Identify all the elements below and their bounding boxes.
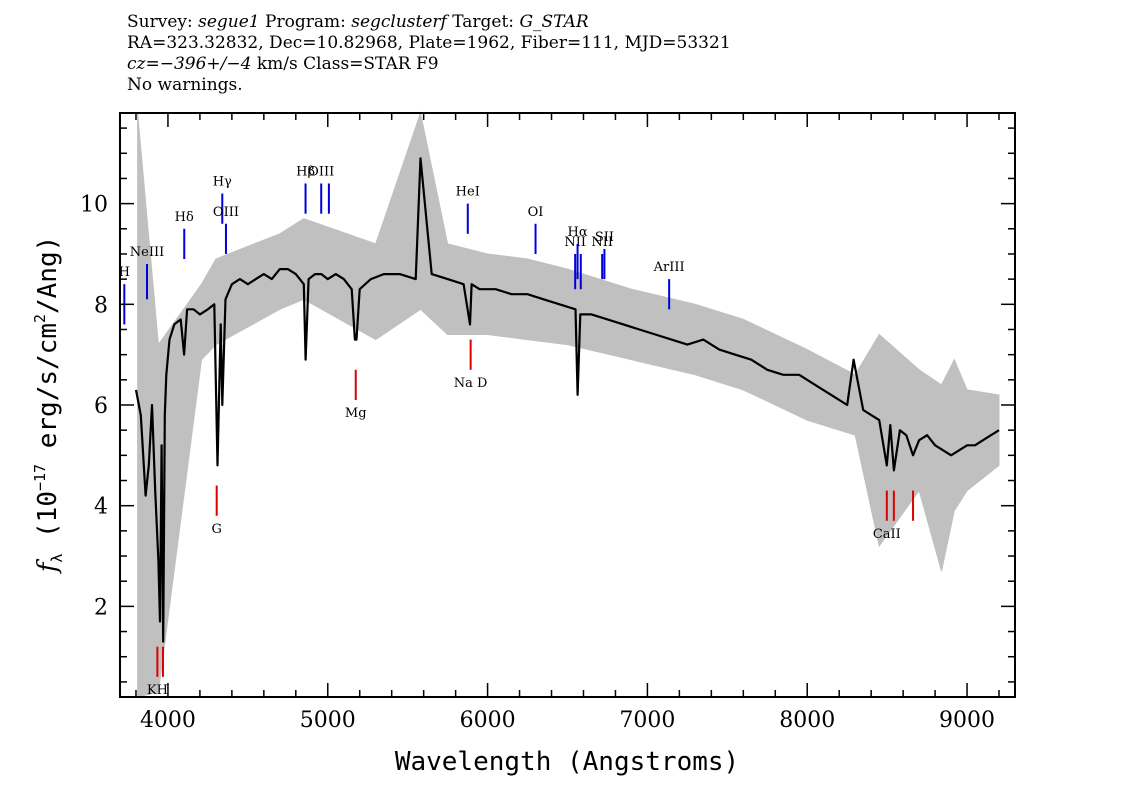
line-label: Hγ — [213, 175, 232, 190]
x-tick-label: 6000 — [460, 708, 516, 733]
line-label: OIII — [308, 164, 334, 179]
x-tick-label: 4000 — [140, 708, 196, 733]
header-line-coords: RA=323.32832, Dec=10.82968, Plate=1962, … — [127, 33, 731, 53]
line-label: HeI — [456, 185, 480, 200]
line-label: NII — [564, 235, 586, 250]
survey-key: Survey: — [127, 12, 193, 32]
y-tick-label: 6 — [94, 394, 108, 419]
spectral-line-markers: HNeIIIHδHγOIIIHβOIIIHeIOINIIHαNIISIIArII… — [119, 164, 915, 698]
flux-series — [134, 157, 1000, 643]
header-line-survey: Survey: segue1 Program: segclusterf Targ… — [127, 12, 731, 33]
target-value: G_STAR — [519, 12, 589, 32]
line-label: NII — [591, 235, 613, 250]
header-line-warnings: No warnings. — [127, 75, 243, 95]
redshift-value: cz=−396+/−4 — [127, 54, 252, 74]
program-key: Program: — [265, 12, 346, 32]
line-label: Hδ — [175, 210, 194, 225]
line-label: NeIII — [130, 245, 164, 260]
line-label: Hβ — [296, 164, 315, 179]
y-tick-label: 4 — [94, 495, 108, 520]
survey-value: segue1 — [198, 12, 260, 32]
line-label: Na D — [454, 376, 488, 391]
program-value: segclusterf — [351, 12, 447, 32]
error-band — [137, 111, 1000, 698]
line-label: G — [211, 522, 221, 537]
line-label: KH — [147, 683, 168, 698]
x-axis-title: Wavelength (Angstroms) — [395, 747, 739, 777]
line-label: OIII — [213, 205, 239, 220]
flux-line — [134, 157, 1000, 643]
x-tick-label: 9000 — [939, 708, 995, 733]
line-label: OI — [528, 205, 544, 220]
x-tick-label: 8000 — [779, 708, 835, 733]
x-tick-label: 5000 — [300, 708, 356, 733]
plot-axes: 4000 5000 6000 7000 8000 9000 2 4 6 8 10 — [80, 112, 1016, 733]
y-tick-label: 10 — [80, 193, 108, 218]
y-tick-label: 8 — [94, 293, 108, 318]
line-label: Hα — [568, 225, 588, 240]
header-line-redshift: cz=−396+/−4 km/s Class=STAR F9 — [127, 54, 731, 75]
x-tick-label: 7000 — [619, 708, 675, 733]
line-label: SII — [595, 230, 614, 245]
target-key: Target: — [452, 12, 515, 32]
error-region — [137, 111, 1000, 698]
line-label: H — [119, 265, 130, 280]
spectrum-header: Survey: segue1 Program: segclusterf Targ… — [127, 12, 731, 96]
class-text: km/s Class=STAR F9 — [251, 54, 439, 74]
line-label: Mg — [345, 406, 367, 421]
line-label: ArIII — [653, 260, 685, 275]
line-label: CaII — [873, 527, 901, 542]
y-axis-title: fλ (10−17 erg/s/cm2/Ang) — [31, 236, 66, 575]
y-tick-label: 2 — [94, 595, 108, 620]
